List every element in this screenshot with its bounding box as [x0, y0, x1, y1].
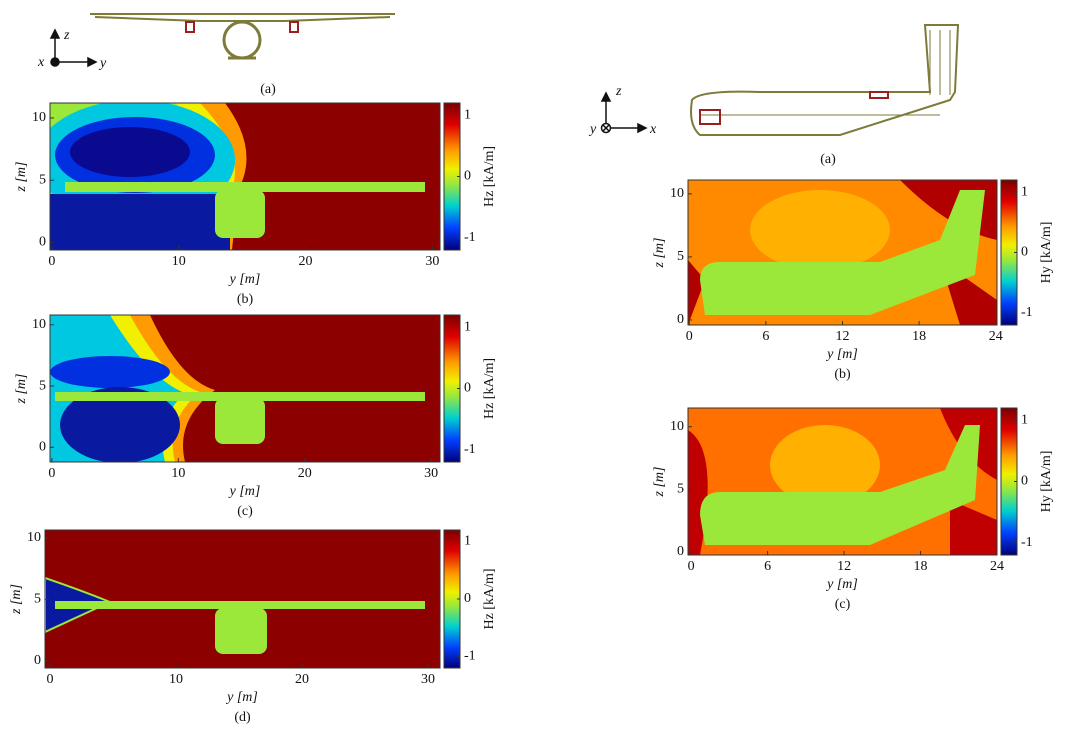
field-map — [50, 315, 440, 462]
colorbar-label: Hz [kA/m] — [482, 146, 497, 207]
x-tick-label: 0 — [48, 466, 55, 481]
axis-triad — [49, 28, 98, 68]
y-tick-label: 5 — [39, 378, 46, 393]
colorbar-tick-label: -1 — [464, 230, 476, 245]
x-tick-label: 30 — [421, 672, 435, 687]
x-tick-label: 0 — [48, 254, 55, 269]
y-tick-label: 0 — [677, 312, 684, 327]
x-tick-label: 24 — [990, 559, 1004, 574]
y-tick-label: 0 — [39, 235, 46, 250]
colorbar-tick-label: 0 — [464, 381, 471, 396]
caption: (b) — [237, 292, 254, 307]
plot-frame — [49, 102, 441, 251]
x-tick-label: 6 — [764, 559, 771, 574]
y-tick-label: 10 — [670, 419, 684, 434]
y-tick-label: 10 — [670, 186, 684, 201]
axis-label: y — [98, 56, 107, 71]
field-map — [688, 408, 997, 555]
y-tick-label: 0 — [39, 440, 46, 455]
caption: (c) — [835, 597, 851, 612]
field-map — [50, 103, 440, 250]
axis-triad — [600, 91, 648, 134]
caption: (c) — [237, 504, 253, 519]
y-axis-label: z [m] — [652, 238, 667, 269]
y-tick-label: 5 — [34, 592, 41, 607]
x-axis-label: y [m] — [825, 347, 858, 362]
plot-frame — [687, 407, 998, 556]
y-axis-label: z [m] — [9, 584, 24, 615]
colorbar-tick-label: 1 — [464, 319, 471, 334]
field-map — [688, 180, 997, 325]
colorbar-tick-label: 0 — [1021, 245, 1028, 260]
colorbar-tick-label: 1 — [1021, 412, 1028, 427]
x-tick-label: 0 — [686, 329, 693, 344]
x-tick-label: 12 — [836, 329, 850, 344]
axis-label: y — [588, 122, 597, 137]
x-tick-label: 20 — [298, 466, 312, 481]
y-axis-label: z [m] — [652, 467, 667, 498]
colorbar-label: Hz [kA/m] — [482, 568, 497, 629]
x-tick-label: 20 — [299, 254, 313, 269]
x-tick-label: 30 — [425, 254, 439, 269]
axis-label: z — [615, 84, 622, 99]
colorbar-tick-label: 1 — [464, 534, 471, 549]
colorbar-tick-label: -1 — [1021, 305, 1033, 320]
x-tick-label: 10 — [169, 672, 183, 687]
aircraft-front-view — [90, 13, 395, 60]
y-axis-label: z [m] — [14, 374, 29, 405]
x-tick-label: 12 — [837, 559, 851, 574]
y-tick-label: 0 — [677, 544, 684, 559]
x-axis-label: y [m] — [228, 272, 261, 287]
y-axis-label: z [m] — [14, 162, 29, 193]
y-tick-label: 5 — [677, 482, 684, 497]
caption: (a) — [820, 152, 836, 167]
x-tick-label: 10 — [172, 254, 186, 269]
caption: (a) — [260, 82, 276, 97]
axis-label: z — [63, 28, 70, 43]
colorbar-tick-label: -1 — [464, 649, 476, 664]
colorbar-tick-label: -1 — [1021, 535, 1033, 550]
y-tick-label: 10 — [32, 110, 46, 125]
x-tick-label: 24 — [989, 329, 1003, 344]
x-tick-label: 0 — [47, 672, 54, 687]
y-tick-label: 5 — [39, 172, 46, 187]
axis-label: x — [37, 55, 45, 70]
caption: (b) — [834, 367, 851, 382]
x-tick-label: 6 — [762, 329, 769, 344]
x-tick-label: 10 — [171, 466, 185, 481]
x-axis-label: y [m] — [228, 484, 261, 499]
aircraft-side-view — [690, 24, 960, 136]
x-axis-label: y [m] — [225, 690, 258, 705]
colorbar-tick-label: 1 — [464, 107, 471, 122]
y-tick-label: 5 — [677, 249, 684, 264]
colorbar-tick-label: 0 — [464, 591, 471, 606]
caption: (d) — [234, 710, 251, 725]
x-tick-label: 0 — [688, 559, 695, 574]
y-tick-label: 0 — [34, 653, 41, 668]
colorbar-tick-label: 1 — [1021, 184, 1028, 199]
y-tick-label: 10 — [32, 317, 46, 332]
y-tick-label: 10 — [27, 530, 41, 545]
x-tick-label: 20 — [295, 672, 309, 687]
colorbar-label: Hy [kA/m] — [1039, 451, 1054, 513]
x-tick-label: 18 — [914, 559, 928, 574]
colorbar-label: Hy [kA/m] — [1039, 222, 1054, 284]
colorbar-tick-label: 0 — [1021, 474, 1028, 489]
x-tick-label: 18 — [912, 329, 926, 344]
colorbar-tick-label: 0 — [464, 169, 471, 184]
axis-label: x — [649, 122, 657, 137]
x-tick-label: 30 — [424, 466, 438, 481]
x-axis-label: y [m] — [825, 577, 858, 592]
colorbar-label: Hz [kA/m] — [482, 358, 497, 419]
colorbar-tick-label: -1 — [464, 442, 476, 457]
plot-frame — [49, 314, 441, 463]
field-map — [45, 530, 440, 668]
